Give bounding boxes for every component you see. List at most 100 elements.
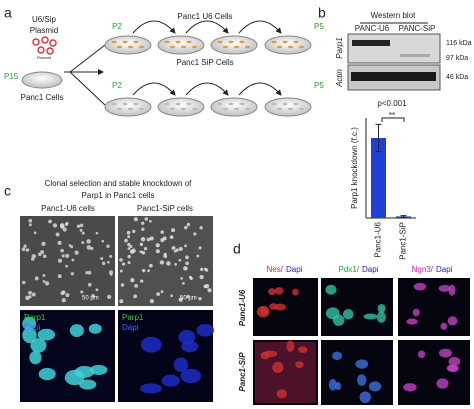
nucleus [22,327,37,344]
cell [87,270,92,275]
cell [143,247,148,251]
cell [239,102,245,106]
cell [170,45,175,49]
cell [271,102,277,106]
nucleus [30,338,47,353]
cell [64,222,69,227]
cell [164,102,170,106]
arrow [69,44,106,106]
cell [42,273,46,277]
dish [21,71,63,89]
nucleus [88,323,102,334]
cell [204,283,210,289]
column-label: Panc1-SiP cells [137,204,193,213]
cell [64,253,70,259]
cell [149,236,154,241]
cell [200,267,204,272]
nucleus [376,311,386,323]
panel-letter: b [318,5,326,21]
panel-title: Clonal selection and stable knockdown of [45,179,193,188]
cell [184,225,188,230]
cell [57,274,62,279]
cell [198,246,202,250]
x-tick-label: Panc1-U6 [374,221,383,257]
stain-label: Dapi [24,323,41,332]
row-label: Panc1-SiP [238,352,247,392]
stain-label: Dapi [122,323,139,332]
cell [81,231,85,235]
cell [245,45,250,49]
nucleus [196,323,215,337]
cell [141,250,146,255]
header: Dapi [286,265,303,274]
dish [264,35,312,55]
cell [80,290,84,294]
cell [239,40,245,44]
panel-letter: c [4,183,11,199]
cell [277,45,282,49]
cell [178,258,182,262]
header: Dapi [362,265,379,274]
cell [133,40,139,44]
cell [79,223,84,228]
cell [23,244,27,248]
dish [210,35,258,55]
cell [60,291,65,296]
cell [109,272,113,276]
row-label: Panc1 SiP Cells [176,58,233,67]
micrograph [118,310,213,402]
cell [171,246,176,250]
cell [120,283,125,287]
cell [22,280,26,285]
cell [42,254,47,259]
passage-label: P5 [314,81,324,90]
passage-label: P2 [112,22,122,31]
cell [130,278,135,283]
panel-title: Parp1 in Panc1 cells [82,191,155,200]
nucleus [357,374,367,386]
cell [155,249,160,254]
scale-label: 50 µm [180,296,197,302]
cell [121,262,126,266]
nucleus [438,284,451,292]
cell [175,40,181,44]
cell [181,45,186,49]
nucleus [325,284,337,295]
cell [217,40,223,44]
nucleus [140,336,162,353]
cell [140,279,144,283]
cell [48,219,52,224]
error-bar [375,123,382,153]
cell [186,40,192,44]
cell [198,296,202,301]
blot-row-label: Parp1 [335,37,344,58]
nucleus [178,329,196,345]
header: Dapi [436,265,453,274]
cell [277,107,282,111]
nucleus [448,356,461,367]
nucleus [447,316,458,326]
nucleus [79,379,97,390]
marker-label: 97 kDa [446,55,468,62]
nucleus [295,361,304,368]
cell [192,107,197,111]
cell [133,102,139,106]
cell [57,258,62,263]
cell [282,102,288,106]
cell [234,45,239,49]
nucleus [38,367,56,381]
nucleus [406,318,418,325]
nucleus [286,340,295,353]
panel-letter: d [233,241,241,257]
nucleus [355,359,369,369]
nucleus [417,350,426,359]
cell [149,263,153,268]
nucleus [436,378,449,389]
x-tick-label: Panc1-SiP [399,222,408,260]
cell [149,298,154,304]
cell [299,45,304,49]
cell [186,222,191,227]
cell [28,218,33,223]
cell [188,275,192,279]
cell [25,248,30,252]
